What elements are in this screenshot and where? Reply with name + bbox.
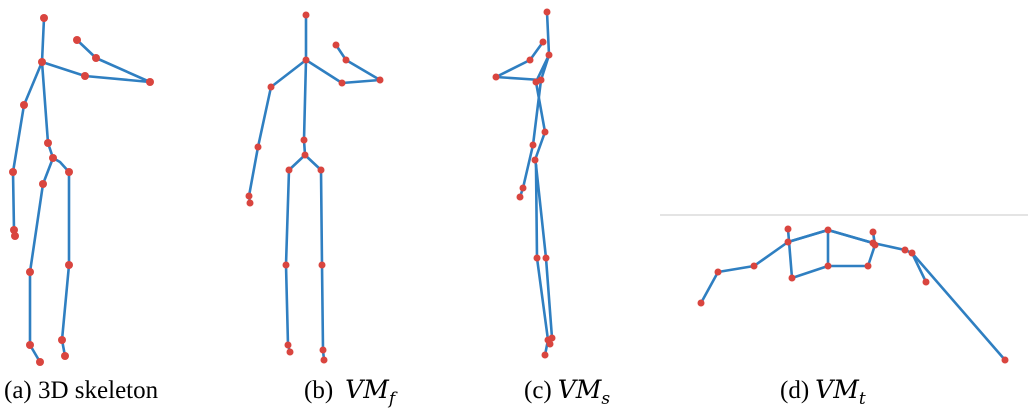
caption-subscript: s — [601, 389, 610, 409]
skeleton-side — [493, 9, 556, 359]
caption-symbol: VM — [558, 375, 603, 404]
caption-label: (b) — [304, 377, 333, 404]
caption-label: (d) — [780, 377, 809, 404]
caption-symbol: VM — [815, 375, 860, 404]
caption-subscript: f — [387, 389, 398, 409]
skeleton-3d — [9, 14, 154, 366]
figure: (a) 3D skeleton (b)VMf (c)VMs (d)VMt — [0, 0, 1028, 414]
caption: (d)VMt — [780, 375, 866, 409]
caption-symbol: VM — [345, 375, 390, 404]
caption-label: (c) — [524, 377, 552, 404]
caption: (b) VMf — [304, 375, 398, 409]
caption: (a) 3D skeleton — [4, 377, 159, 404]
caption: (c)VMs — [524, 375, 610, 409]
skeleton-top — [660, 215, 1028, 364]
skeleton-front — [246, 12, 384, 364]
caption-subscript: t — [859, 389, 866, 409]
